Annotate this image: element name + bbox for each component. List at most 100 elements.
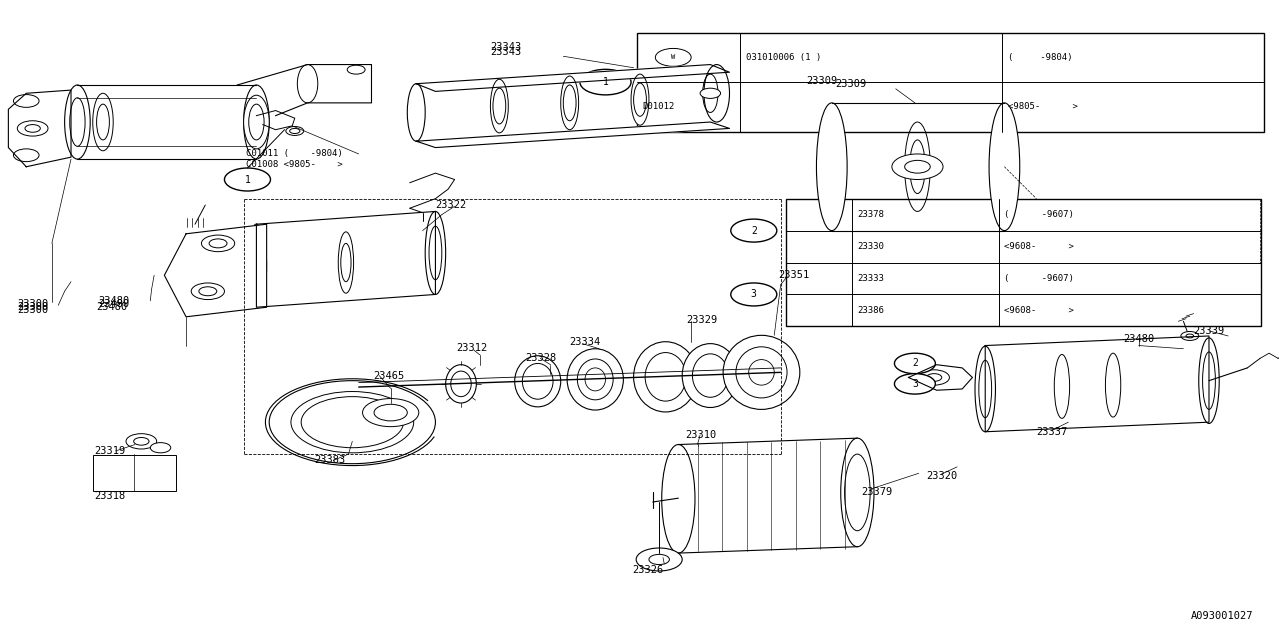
Circle shape [347, 65, 365, 74]
Polygon shape [164, 224, 266, 317]
Text: 2: 2 [751, 225, 756, 236]
Bar [786, 198, 1261, 326]
Text: 23300: 23300 [18, 299, 49, 309]
Text: D01012: D01012 [643, 102, 675, 111]
Circle shape [18, 121, 49, 136]
Text: 23378: 23378 [858, 210, 884, 219]
Text: 23300: 23300 [18, 305, 49, 316]
Circle shape [14, 95, 40, 108]
Text: 23310: 23310 [685, 430, 716, 440]
Ellipse shape [631, 74, 649, 125]
Ellipse shape [246, 224, 266, 307]
Circle shape [700, 88, 721, 99]
Ellipse shape [841, 438, 874, 547]
Ellipse shape [243, 95, 269, 149]
Text: 23343: 23343 [490, 47, 521, 57]
Bar [92, 456, 175, 490]
Text: (      -9607): ( -9607) [1005, 274, 1074, 283]
Text: (     -9804): ( -9804) [1009, 53, 1073, 62]
Text: C01008 <9805-    >: C01008 <9805- > [246, 160, 343, 170]
Polygon shape [416, 65, 730, 92]
Text: 23319: 23319 [93, 446, 125, 456]
Text: 23309: 23309 [836, 79, 867, 89]
Circle shape [150, 443, 170, 453]
Circle shape [289, 129, 300, 134]
Text: C01011 (    -9804): C01011 ( -9804) [246, 150, 343, 159]
Ellipse shape [975, 346, 996, 432]
Ellipse shape [682, 344, 739, 408]
Ellipse shape [362, 399, 419, 427]
Ellipse shape [425, 211, 445, 294]
Circle shape [895, 353, 936, 374]
Text: 23334: 23334 [570, 337, 600, 347]
Circle shape [224, 168, 270, 191]
Text: 23330: 23330 [858, 242, 884, 251]
Ellipse shape [301, 397, 403, 448]
Circle shape [269, 381, 435, 464]
Text: 23480: 23480 [97, 296, 129, 306]
Text: 23343: 23343 [490, 42, 521, 52]
Ellipse shape [723, 335, 800, 410]
Text: 23312: 23312 [456, 343, 488, 353]
Polygon shape [986, 336, 1210, 432]
Text: 23328: 23328 [525, 353, 557, 364]
Circle shape [209, 239, 227, 248]
Text: 1: 1 [603, 77, 608, 87]
Text: <9608-      >: <9608- > [1005, 242, 1074, 251]
Ellipse shape [407, 84, 425, 141]
Ellipse shape [490, 79, 508, 133]
Text: W: W [671, 54, 676, 60]
Text: 23333: 23333 [858, 274, 884, 283]
Circle shape [198, 287, 216, 296]
Text: 23383: 23383 [314, 456, 346, 465]
Circle shape [201, 235, 234, 252]
Ellipse shape [845, 454, 870, 531]
Text: 2: 2 [911, 358, 918, 369]
Text: 23329: 23329 [686, 315, 717, 325]
Circle shape [636, 548, 682, 571]
Circle shape [26, 125, 41, 132]
Text: (      -9607): ( -9607) [1005, 210, 1074, 219]
Text: 23322: 23322 [435, 200, 467, 210]
Text: A093001027: A093001027 [1192, 611, 1253, 621]
Circle shape [731, 283, 777, 306]
Ellipse shape [1199, 338, 1220, 424]
Circle shape [649, 554, 669, 564]
Circle shape [905, 161, 931, 173]
Ellipse shape [817, 103, 847, 230]
Ellipse shape [704, 65, 730, 122]
Text: 23480: 23480 [1124, 334, 1155, 344]
Text: 3: 3 [911, 379, 918, 389]
Circle shape [655, 49, 691, 67]
Circle shape [919, 370, 950, 385]
Circle shape [892, 154, 943, 179]
Ellipse shape [561, 76, 579, 130]
Text: 23465: 23465 [372, 371, 404, 381]
Circle shape [895, 374, 936, 394]
Ellipse shape [515, 356, 561, 407]
Text: 23480: 23480 [96, 302, 128, 312]
Text: <9608-      >: <9608- > [1005, 306, 1074, 315]
Circle shape [291, 392, 413, 453]
Circle shape [731, 219, 777, 242]
Circle shape [580, 69, 631, 95]
Text: 23318: 23318 [93, 491, 125, 500]
Text: 23326: 23326 [632, 565, 663, 575]
Bar [637, 33, 1263, 132]
Text: 23379: 23379 [861, 488, 892, 497]
Ellipse shape [634, 342, 698, 412]
Ellipse shape [445, 365, 476, 403]
Text: 23320: 23320 [927, 472, 957, 481]
Text: 23337: 23337 [1037, 427, 1068, 436]
Polygon shape [416, 122, 730, 148]
Polygon shape [256, 211, 435, 307]
Text: 23300: 23300 [18, 302, 49, 312]
Text: <9805-      >: <9805- > [1009, 102, 1078, 111]
Circle shape [285, 127, 303, 136]
Circle shape [14, 149, 40, 162]
Circle shape [133, 438, 148, 445]
Text: 23351: 23351 [778, 270, 809, 280]
Text: 23386: 23386 [858, 306, 884, 315]
Text: 3: 3 [751, 289, 756, 300]
Circle shape [927, 374, 942, 381]
